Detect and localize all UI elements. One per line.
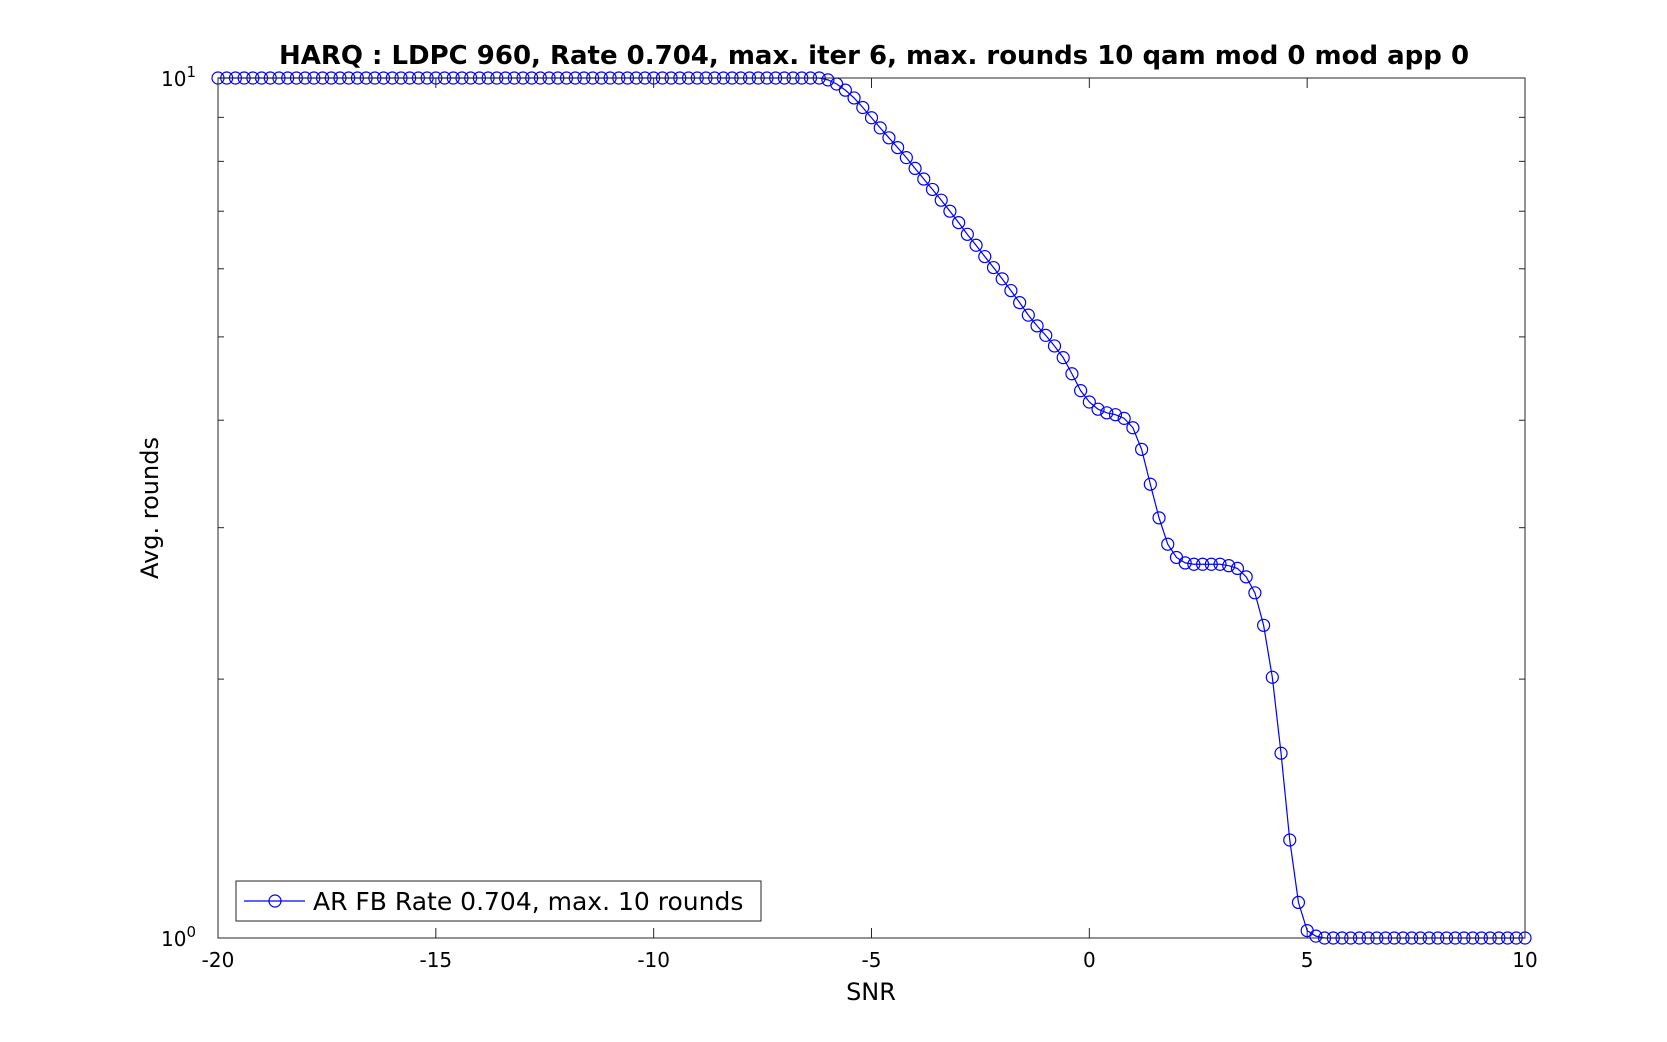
x-tick-label: -5 bbox=[862, 948, 882, 972]
data-point bbox=[1196, 557, 1210, 571]
data-point bbox=[1178, 556, 1192, 570]
y-tick-base: 10 bbox=[161, 67, 186, 91]
y-tick-exponent: 1 bbox=[186, 63, 196, 81]
data-point bbox=[856, 100, 870, 115]
data-point bbox=[1030, 319, 1044, 333]
data-point bbox=[1291, 895, 1306, 910]
data-point bbox=[1108, 408, 1123, 422]
data-point bbox=[1117, 411, 1131, 425]
y-tick-label: 101 bbox=[161, 63, 196, 91]
data-point bbox=[864, 111, 879, 125]
data-point bbox=[1274, 746, 1288, 760]
x-tick-label: 5 bbox=[1301, 948, 1314, 972]
data-point bbox=[1222, 559, 1236, 573]
legend-box bbox=[235, 880, 762, 922]
legend-marker-sample bbox=[268, 894, 282, 908]
data-point bbox=[1161, 537, 1175, 551]
data-point bbox=[1204, 557, 1218, 571]
data-point bbox=[873, 121, 887, 135]
data-point bbox=[1152, 511, 1166, 525]
data-point bbox=[1004, 283, 1018, 298]
y-tick-label: 100 bbox=[161, 923, 196, 951]
data-point bbox=[1309, 929, 1323, 943]
data-point bbox=[943, 204, 957, 218]
data-point bbox=[1091, 402, 1105, 416]
data-point bbox=[1074, 384, 1088, 398]
chart-title: HARQ : LDPC 960, Rate 0.704, max. iter 6… bbox=[279, 41, 1469, 71]
x-axis: -20 -15 -10 -5 0 5 10 bbox=[202, 78, 1538, 972]
x-axis-label: SNR bbox=[846, 978, 896, 1006]
data-point bbox=[1065, 367, 1079, 381]
x-tick-label: 10 bbox=[1512, 948, 1537, 972]
data-point bbox=[1082, 395, 1096, 409]
x-tick-label: -15 bbox=[419, 948, 452, 972]
x-tick-label: 0 bbox=[1083, 948, 1096, 972]
data-point bbox=[1039, 328, 1053, 342]
data-point bbox=[1143, 477, 1157, 491]
data-point bbox=[986, 260, 1001, 275]
y-axis-label: Avg. rounds bbox=[136, 437, 164, 579]
data-point bbox=[1256, 618, 1271, 632]
data-point bbox=[952, 215, 966, 230]
x-tick-label: -20 bbox=[202, 948, 235, 972]
data-point bbox=[1265, 670, 1279, 684]
data-point bbox=[821, 73, 835, 87]
data-point bbox=[908, 161, 922, 176]
data-point bbox=[1230, 561, 1245, 576]
y-tick-exponent: 0 bbox=[186, 923, 196, 941]
data-point bbox=[1135, 442, 1149, 456]
data-point bbox=[847, 91, 861, 105]
data-point bbox=[1056, 351, 1070, 365]
data-point bbox=[978, 249, 992, 264]
data-point bbox=[1013, 296, 1027, 310]
data-point bbox=[882, 131, 896, 145]
legend: AR FB Rate 0.704, max. 10 rounds bbox=[235, 880, 762, 922]
data-point bbox=[899, 151, 913, 165]
data-point bbox=[891, 140, 905, 155]
data-point bbox=[969, 238, 983, 252]
y-tick-base: 10 bbox=[161, 927, 186, 951]
data-point bbox=[1126, 421, 1140, 435]
data-point bbox=[1239, 570, 1253, 584]
data-point bbox=[1047, 339, 1062, 353]
data-point bbox=[1248, 586, 1262, 600]
data-point bbox=[1213, 557, 1227, 571]
data-point bbox=[917, 172, 931, 186]
data-point bbox=[925, 182, 940, 197]
data-point bbox=[934, 193, 948, 207]
data-point bbox=[838, 83, 852, 97]
data-point bbox=[1187, 557, 1201, 571]
data-point bbox=[1283, 833, 1297, 847]
legend-entry-label: AR FB Rate 0.704, max. 10 rounds bbox=[313, 887, 743, 916]
data-point bbox=[1021, 308, 1035, 322]
data-point bbox=[995, 272, 1009, 286]
data-point bbox=[960, 227, 974, 241]
data-point bbox=[1100, 406, 1114, 420]
x-tick-label: -10 bbox=[637, 948, 670, 972]
plot-area bbox=[218, 78, 1525, 938]
